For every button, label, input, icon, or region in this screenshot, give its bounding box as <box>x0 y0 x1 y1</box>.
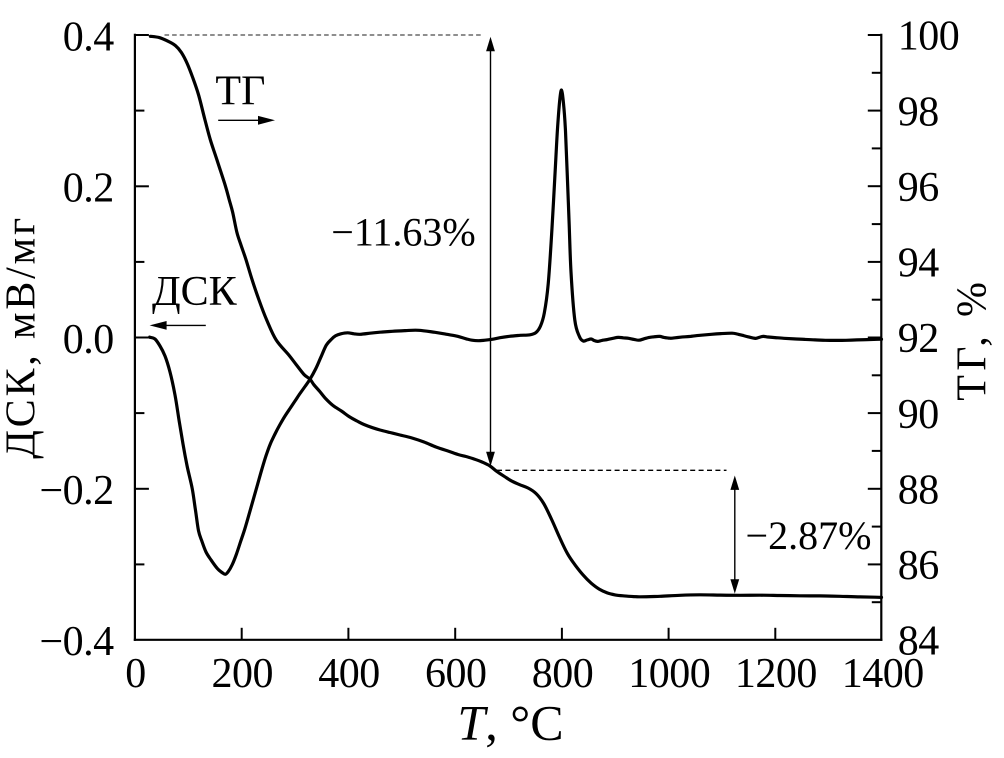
svg-text:−11.63%: −11.63% <box>331 210 475 255</box>
svg-text:100: 100 <box>898 14 960 60</box>
svg-text:ДСК, мВ/мг: ДСК, мВ/мг <box>0 215 44 459</box>
svg-text:−2.87%: −2.87% <box>746 513 872 558</box>
svg-text:800: 800 <box>532 651 594 697</box>
svg-text:90: 90 <box>898 392 939 438</box>
svg-text:1000: 1000 <box>628 651 710 697</box>
svg-text:0: 0 <box>125 651 146 697</box>
svg-text:ДСК: ДСК <box>152 269 238 315</box>
svg-text:−0.4: −0.4 <box>40 619 115 665</box>
svg-text:92: 92 <box>898 316 939 362</box>
svg-text:200: 200 <box>212 651 274 697</box>
svg-text:98: 98 <box>898 89 939 135</box>
svg-text:ТГ, %: ТГ, % <box>949 278 995 401</box>
svg-text:84: 84 <box>898 619 940 665</box>
svg-text:0.0: 0.0 <box>63 317 114 363</box>
svg-text:86: 86 <box>898 543 939 589</box>
svg-text:94: 94 <box>898 241 940 287</box>
svg-text:−0.2: −0.2 <box>40 468 114 514</box>
svg-text:1200: 1200 <box>735 651 817 697</box>
svg-text:96: 96 <box>898 165 939 211</box>
svg-text:88: 88 <box>898 467 939 513</box>
svg-text:400: 400 <box>318 651 380 697</box>
svg-text:T, °C: T, °C <box>457 695 563 751</box>
svg-text:1400: 1400 <box>842 651 924 697</box>
svg-text:ТГ: ТГ <box>215 68 265 114</box>
svg-text:600: 600 <box>425 651 487 697</box>
svg-text:0.2: 0.2 <box>63 166 114 212</box>
svg-text:0.4: 0.4 <box>63 14 115 60</box>
